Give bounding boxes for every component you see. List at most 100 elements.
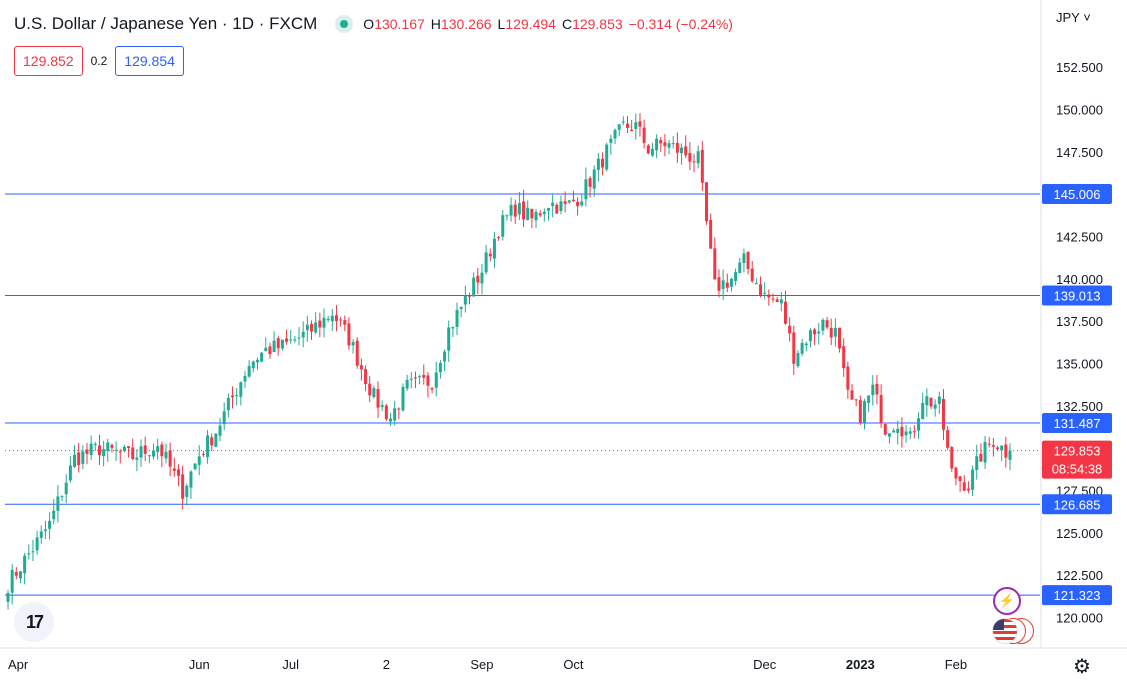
candle-body [546,208,550,211]
candle-body [946,430,950,448]
candle-body [887,433,891,437]
candle-body [347,323,351,346]
candle-body [127,446,131,448]
candle-body [492,238,496,259]
buy-button[interactable]: 129.854 [115,46,184,76]
candle-body [247,366,251,377]
time-tick-label: Feb [945,657,967,672]
candle-body [609,138,613,143]
time-tick-label: Apr [8,657,29,672]
candle-body [351,342,355,346]
chart-header: U.S. Dollar / Japanese Yen · 1D · FXCM O… [14,14,733,34]
time-axis[interactable]: Apr Jun Jul 2 Sep Oct Dec 2023 Feb [8,657,967,672]
candle-body [243,375,247,382]
level-price-tag-label: 121.323 [1054,588,1101,603]
candle-body [297,337,301,339]
candle-body [89,443,93,456]
candle-body [322,317,326,328]
candle-body [97,445,101,456]
level-price-tag [1042,184,1112,205]
us-flag-icon [992,618,1018,644]
candle-body [505,215,509,217]
candle-body [987,443,991,445]
candle-body [276,338,280,349]
candle-body [675,142,679,153]
lightning-icon[interactable]: ⚡ [993,587,1021,615]
symbol-title[interactable]: U.S. Dollar / Japanese Yen · 1D · FXCM [14,14,318,33]
price-tick-label: 152.500 [1056,60,1103,75]
candle-body [796,353,800,367]
candle-body [206,435,210,458]
candle-body [979,453,983,462]
candle-body [817,331,821,334]
candle-body [734,272,738,281]
level-price-tag [1042,285,1112,306]
candle-body [289,339,293,341]
gear-icon[interactable]: ⚙ [1073,656,1091,678]
candle-body [821,319,825,331]
candle-body [563,201,567,204]
candle-body [330,315,334,322]
candle-body [372,388,376,398]
candle-body [14,572,18,576]
price-tick-label: 140.000 [1056,272,1103,287]
candle-body [950,447,954,469]
candle-body [808,330,812,342]
candle-body [746,251,750,269]
candle-body [389,418,393,422]
candle-body [542,211,546,215]
candle-body [443,351,447,362]
candle-body [630,129,634,132]
economic-events-icons[interactable] [992,618,1036,644]
candle-body [779,299,783,304]
sell-button[interactable]: 129.852 [14,46,83,76]
ohlc-open-label: O [363,16,375,32]
time-tick-label: Sep [470,657,493,672]
candle-body [850,390,854,400]
candle-body [418,376,422,378]
time-tick-label: Jun [189,657,210,672]
candle-body [185,485,189,497]
candle-body [164,451,168,459]
tradingview-logo-icon[interactable]: 17 [14,602,54,642]
candle-body [231,395,235,398]
candle-body [285,338,289,342]
candle-body [52,510,56,520]
candle-body [921,402,925,420]
candle-body [580,201,584,206]
candle-body [301,331,305,338]
candle-body [118,451,122,453]
candle-body [176,469,180,476]
candle-body [106,442,110,451]
candle-body [326,318,330,321]
level-price-tag [1042,412,1112,433]
candle-body [214,433,218,447]
candle-body [862,400,866,424]
candle-body [680,147,684,154]
candle-body [310,323,314,332]
candlestick-series [6,113,1012,610]
candle-body [147,455,151,457]
candle-body [260,352,264,362]
candle-body [280,339,284,349]
candle-body [81,451,85,464]
currency-selector[interactable]: JPY ˅ [1056,10,1091,25]
candle-body [804,343,808,346]
candle-body [825,320,829,328]
candle-body [434,372,438,388]
price-tick-label: 137.500 [1056,314,1103,329]
price-tick-label: 142.500 [1056,229,1103,244]
candle-body [135,457,139,460]
candle-body [729,278,733,287]
candle-body [513,204,517,217]
candle-body [393,408,397,421]
candle-body [451,326,455,329]
candle-body [696,151,700,164]
candle-body [530,208,534,219]
price-axis[interactable]: 120.000122.500125.000127.500132.500135.0… [1056,60,1103,625]
candle-body [218,425,222,436]
candle-body [937,396,941,404]
level-price-tag-label: 126.685 [1054,497,1101,512]
time-tick-label: Jul [282,657,299,672]
